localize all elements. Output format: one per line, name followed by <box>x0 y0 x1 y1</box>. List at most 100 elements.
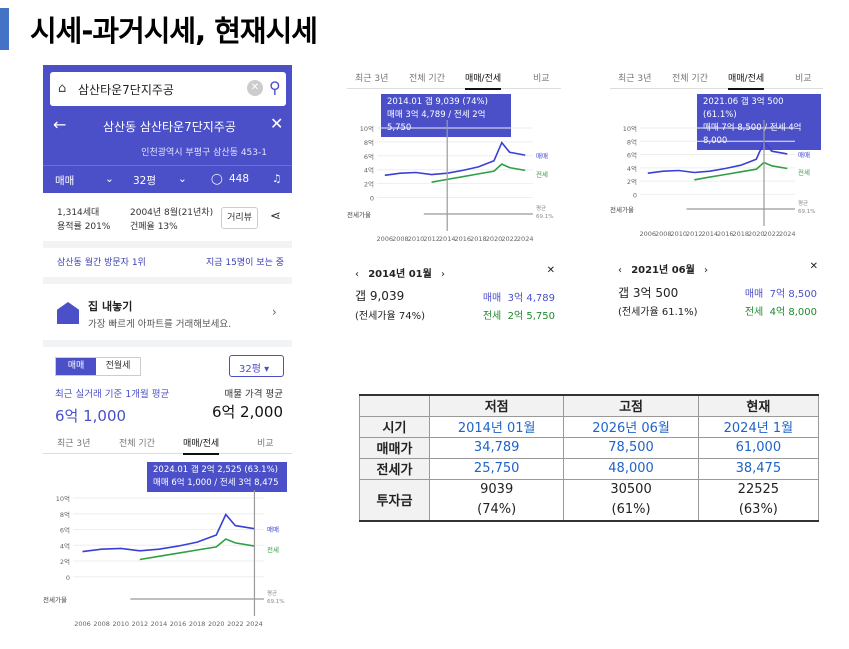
tab-compare[interactable]: 비교 <box>533 74 550 84</box>
x-tick-label: 2014 <box>701 230 718 238</box>
tab-recent-3y[interactable]: 최근 3년 <box>355 74 389 84</box>
comment-icon[interactable]: ◯ <box>211 173 223 185</box>
search-query[interactable]: 삼산타운7단지주공 <box>78 83 174 97</box>
x-tick-label: 2020 <box>486 235 503 243</box>
share-icon[interactable]: ⋖ <box>270 209 281 224</box>
ratio-label: 전세가율 <box>610 205 634 214</box>
apartment-app-panel: ⌂ 삼산타운7단지주공 ✕ ⚲ ← 삼산동 삼산타운7단지주공 ✕ 인천광역시 … <box>43 65 292 635</box>
y-tick-label: 2억 <box>364 181 374 189</box>
y-tick-label: 8억 <box>364 139 374 147</box>
area-dropdown[interactable]: 32평 ▾ <box>229 355 284 377</box>
tab-recent-3y[interactable]: 최근 3년 <box>57 439 91 449</box>
chevron-down-icon[interactable]: ⌄ <box>178 173 187 185</box>
tab-rent[interactable]: 전월세 <box>105 361 131 371</box>
search-box[interactable]: ⌂ 삼산타운7단지주공 ✕ ⚲ <box>50 72 286 106</box>
table-row: 투자금 9039 (74%) 30500 (61%) 22525 (63%) <box>359 478 820 522</box>
row-label: 전세가 <box>359 457 430 480</box>
clear-icon[interactable]: ✕ <box>247 80 263 96</box>
ratio-avg-value: 69.1% <box>267 599 284 605</box>
tab-compare[interactable]: 비교 <box>795 74 812 84</box>
y-tick-label: 8억 <box>627 138 637 146</box>
tab-sale-jeonse[interactable]: 매매/전세 <box>465 71 502 90</box>
page-title: 시세-과거시세, 현재시세 <box>30 14 318 48</box>
tab-all-period[interactable]: 전체 기간 <box>672 74 708 84</box>
x-tick-label: 2016 <box>717 230 734 238</box>
detail-header: ‹ 2014년 01월 › ✕ <box>355 265 555 280</box>
comment-count[interactable]: 448 <box>229 173 250 185</box>
chart-card-high: 최근 3년 전체 기간 매매/전세 비교 2021.06 갭 3억 500 (6… <box>610 65 823 325</box>
chevron-left-icon[interactable]: ‹ <box>618 265 622 276</box>
chart-tabs: 최근 3년 전체 기간 매매/전세 비교 <box>347 65 561 90</box>
sale-price-line <box>82 513 255 553</box>
tab-sale-jeonse[interactable]: 매매/전세 <box>728 71 765 90</box>
close-icon[interactable]: ✕ <box>270 114 284 133</box>
detail-month: 2021년 06월 <box>631 265 695 276</box>
address: 인천광역시 부평구 삼산동 453-1 <box>141 148 267 158</box>
ratio-avg-value: 69.1% <box>536 214 553 220</box>
x-tick-label: 2024 <box>246 620 263 628</box>
tab-all-period[interactable]: 전체 기간 <box>119 439 155 449</box>
rank-label: 삼산동 월간 방문자 1위 <box>57 258 146 268</box>
ask-avg-label: 매물 가격 평균 <box>224 389 283 400</box>
chart-tooltip: 2024.01 갭 2억 2,525 (63.1%) 매매 6억 1,000 /… <box>147 462 287 492</box>
sale-price-line <box>647 140 788 174</box>
table-cell: 48,000 <box>563 457 699 480</box>
y-tick-label: 0 <box>633 191 637 199</box>
y-tick-label: 10억 <box>623 125 637 133</box>
back-arrow-icon[interactable]: ← <box>53 115 67 134</box>
house-icon <box>57 302 79 324</box>
table-cell: 9039 (74%) <box>428 478 565 522</box>
promo-title: 집 내놓기 <box>88 300 133 313</box>
deal-tabs: 매매 전월세 <box>55 357 141 376</box>
divider <box>43 277 292 284</box>
table-cell: 78,500 <box>563 436 699 459</box>
recent-avg-value: 6억 1,000 <box>55 407 127 425</box>
series-label-jeonse: 전세 <box>536 169 548 178</box>
tab-all-period[interactable]: 전체 기간 <box>409 74 445 84</box>
deal-type-select[interactable]: 매매 <box>55 175 75 187</box>
filter-bar: 매매 ⌄ 32평 ⌄ ◯ 448 ♫ <box>43 165 292 193</box>
x-tick-label: 2012 <box>132 620 149 628</box>
chevron-right-icon[interactable]: › <box>704 265 709 276</box>
area-select[interactable]: 32평 <box>133 175 157 187</box>
row-label: 투자금 <box>359 478 430 522</box>
home-icon[interactable]: ⌂ <box>58 81 67 96</box>
price-chart-high: 10억 8억 6억 4억 2억 0 2006200820102012201420162018… <box>610 120 815 238</box>
tab-sale-jeonse[interactable]: 매매/전세 <box>183 436 220 455</box>
tab-sale[interactable]: 매매 <box>56 358 96 375</box>
tab-compare[interactable]: 비교 <box>257 439 274 449</box>
ask-avg-value: 6억 2,000 <box>211 403 283 421</box>
series-label-sale: 매매 <box>798 151 810 159</box>
y-tick-label: 6억 <box>60 527 70 535</box>
built-date: 2004년 8월(21년차) <box>130 208 214 218</box>
x-tick-label: 2022 <box>763 230 780 238</box>
app-nav: ← 삼산동 삼산타운7단지주공 ✕ <box>43 113 292 139</box>
x-tick-label: 2008 <box>93 620 110 628</box>
close-icon[interactable]: ✕ <box>546 265 555 276</box>
bell-icon[interactable]: ♫ <box>272 173 282 185</box>
price-chart-low: 10억 8억 6억 4억 2억 0 2006 2008 2010 2012 2014 2016 2018… <box>347 120 553 243</box>
row-label: 시기 <box>359 415 430 438</box>
chevron-left-icon[interactable]: ‹ <box>355 269 359 280</box>
chart-tabs: 최근 3년 전체 기간 매매/전세 비교 <box>43 430 292 455</box>
viewers-link[interactable]: 지금 15명이 보는 중 <box>206 258 284 268</box>
gap-value: 갭 3억 500 <box>618 286 679 300</box>
y-tick-label: 0 <box>66 574 70 582</box>
comparison-table: 저점 고점 현재 시기 2014년 01월 2026년 06월 2024년 1월… <box>359 394 820 522</box>
search-icon[interactable]: ⚲ <box>269 78 281 97</box>
x-tick-label: 2006 <box>74 620 91 628</box>
tab-recent-3y[interactable]: 최근 3년 <box>618 74 652 84</box>
close-icon[interactable]: ✕ <box>809 261 818 272</box>
sale-price-line <box>384 141 526 177</box>
table-header: 저점 <box>428 394 565 417</box>
street-view-button[interactable]: 거리뷰 <box>221 207 258 229</box>
x-tick-label: 2012 <box>423 235 440 243</box>
y-tick-label: 0 <box>370 195 374 203</box>
chevron-right-icon[interactable]: › <box>441 269 446 280</box>
jeonse-price: 전세 4억 8,000 <box>744 307 817 318</box>
chevron-right-icon[interactable]: › <box>272 305 277 319</box>
chart-tooltip: 2014.01 갭 9,039 (74%) 매매 3억 4,789 / 전세 2… <box>381 94 511 137</box>
y-tick-label: 2억 <box>60 558 70 566</box>
x-tick-label: 2018 <box>470 235 487 243</box>
chevron-down-icon[interactable]: ⌄ <box>105 173 114 185</box>
